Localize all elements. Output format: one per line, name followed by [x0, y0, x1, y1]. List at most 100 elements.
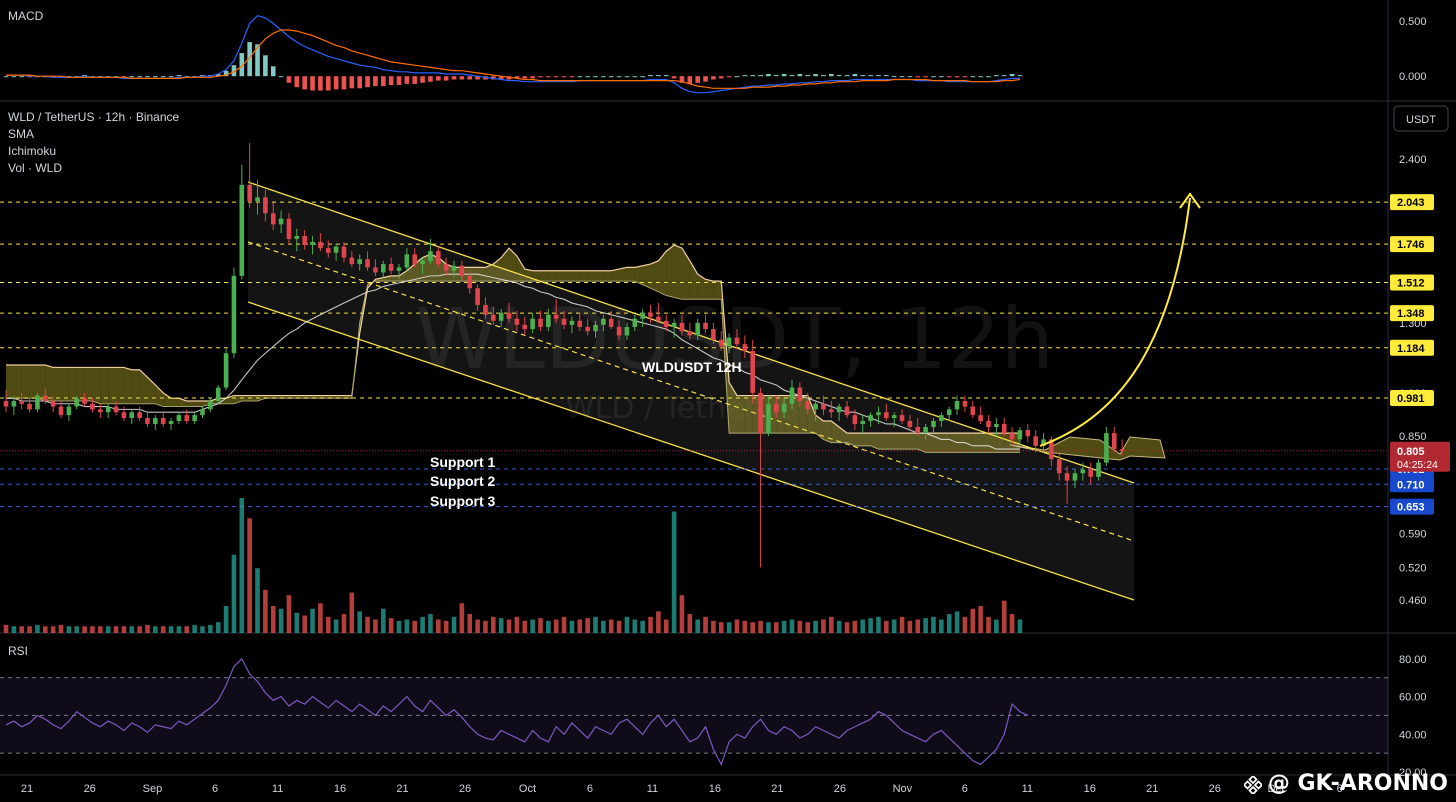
macd-histogram-bar [907, 76, 913, 78]
macd-histogram-bar [986, 76, 991, 78]
volume-bar [899, 616, 905, 633]
macd-histogram-bar [687, 76, 693, 84]
volume-bar [467, 614, 473, 633]
candle-body [939, 415, 944, 421]
candle-body [255, 197, 260, 202]
indicator-volume-label[interactable]: Vol · WLD [8, 161, 62, 175]
rsi-title: RSI [8, 644, 28, 658]
candle-body [176, 415, 182, 421]
candle-body [491, 314, 496, 321]
volume-bar [365, 616, 370, 633]
candle-body [506, 312, 512, 319]
cloud-segment [399, 270, 407, 282]
candle-body [530, 318, 535, 330]
currency-button[interactable]: USDT [1393, 105, 1449, 132]
volume-bar [868, 618, 873, 633]
candle-body [43, 395, 48, 401]
indicator-ichimoku-label[interactable]: Ichimoku [8, 144, 56, 158]
volume-bar [74, 626, 80, 633]
volume-bar [671, 511, 677, 633]
time-tick-label: 6 [962, 783, 968, 795]
symbol-title[interactable]: WLD / TetherUS · 12h · Binance [8, 110, 180, 124]
time-tick-label: Dec [1267, 783, 1287, 795]
volume-bar [789, 619, 795, 633]
currency-button-label[interactable]: USDT [1406, 114, 1436, 126]
volume-bar [773, 622, 779, 633]
volume-bar [43, 626, 48, 633]
volume-bar [223, 606, 229, 633]
volume-bar [200, 626, 205, 633]
volume-bar [436, 619, 441, 633]
candle-body [1049, 439, 1054, 460]
candle-body [805, 400, 811, 410]
candle-body [860, 420, 866, 424]
volume-bar [954, 611, 960, 633]
macd-histogram-bar [420, 76, 425, 83]
macd-histogram-bar [593, 76, 598, 78]
rsi-tick-label: 80.00 [1399, 654, 1427, 666]
macd-histogram-bar [1001, 75, 1007, 77]
candle-body [726, 337, 732, 347]
candle-body [498, 312, 504, 321]
candle-body [781, 403, 787, 413]
time-tick-label: 11 [647, 783, 658, 795]
volume-bar [349, 592, 355, 633]
volume-bar [215, 622, 221, 633]
rsi-line [5, 657, 1029, 766]
macd-histogram-bar [679, 76, 685, 83]
candle-body [318, 241, 323, 249]
macd-histogram-bar [994, 75, 999, 77]
candle-body [129, 412, 135, 419]
volume-bar [648, 616, 653, 633]
volume-bar [601, 620, 606, 633]
candle-body [1009, 433, 1015, 440]
volume-bar [663, 619, 669, 633]
candle-body [1080, 469, 1086, 474]
candle-body [931, 420, 936, 427]
price-tick-label: 2.400 [1399, 154, 1427, 166]
candle-body [121, 412, 127, 419]
currency-button-frame[interactable] [1393, 105, 1449, 132]
candle-body [467, 275, 473, 289]
volume-bar [711, 620, 716, 633]
candle-body [1001, 423, 1007, 434]
volume-bar [726, 622, 732, 633]
volume-bar [876, 616, 881, 633]
candle-body [553, 314, 559, 319]
macd-histogram-bar [231, 65, 237, 77]
volume-bar [247, 518, 252, 633]
volume-bar [90, 626, 95, 633]
macd-histogram-bar [742, 75, 748, 77]
cloud-segment [713, 281, 722, 300]
macd-histogram-bar [766, 74, 771, 77]
macd-histogram-bar [813, 74, 818, 77]
cloud-segment [406, 264, 415, 282]
volume-bar [569, 620, 575, 633]
macd-histogram-bar [318, 76, 323, 91]
candle-body [373, 267, 378, 273]
volume-bar [443, 620, 449, 633]
volume-bar [208, 624, 213, 633]
candle-body [239, 184, 245, 276]
cloud-segment [964, 433, 973, 453]
volume-bar [192, 624, 197, 633]
cloud-segment [163, 392, 172, 407]
macd-histogram-bar [1017, 75, 1023, 77]
candle-body [679, 322, 685, 332]
candle-body [703, 322, 708, 330]
macd-histogram-bar [129, 76, 135, 78]
cloud-segment [697, 274, 706, 300]
volume-bar [695, 619, 700, 633]
symbol-watermark: WLDUSDT, 12h [415, 290, 1054, 388]
macd-histogram-bar [341, 76, 347, 90]
time-tick-label: 21 [771, 783, 783, 795]
candle-body [593, 324, 598, 332]
support-1-label: Support 1 [430, 454, 496, 470]
candle-body [569, 320, 575, 325]
candle-body [923, 426, 928, 434]
cloud-segment [29, 365, 38, 399]
indicator-sma-label[interactable]: SMA [8, 127, 34, 141]
cloud-segment [831, 420, 840, 443]
resistance-price-tag [1390, 236, 1434, 253]
